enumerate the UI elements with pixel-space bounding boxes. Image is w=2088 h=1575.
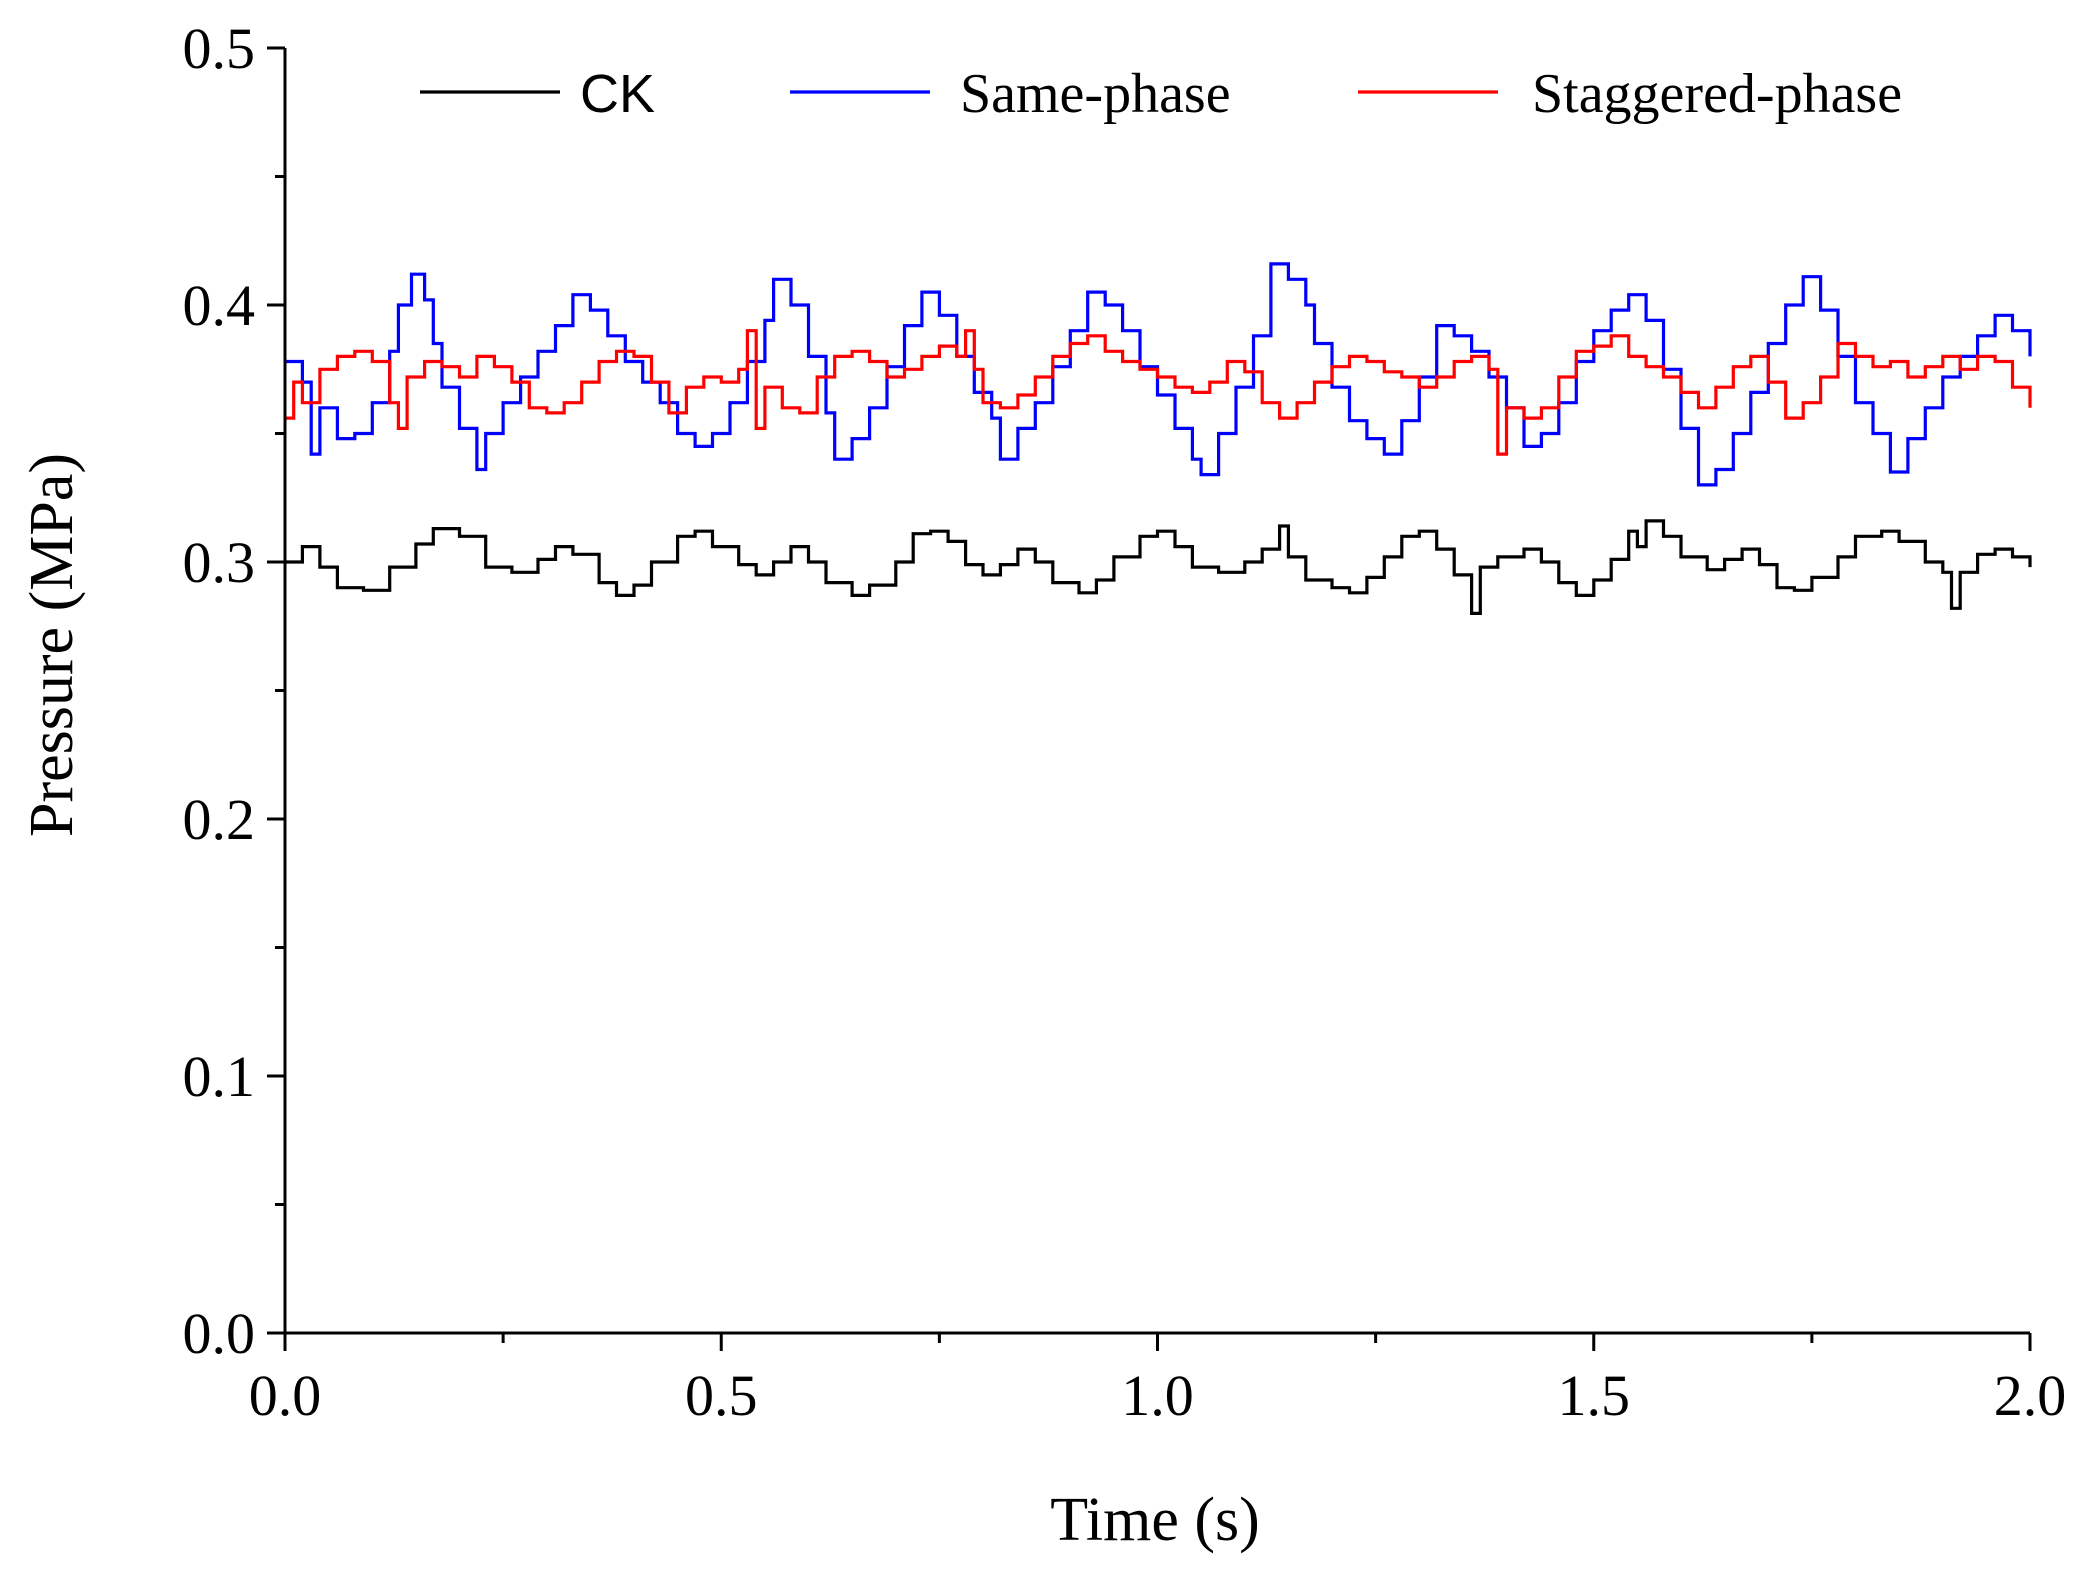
x-tick-label: 0.0 <box>249 1363 322 1428</box>
x-axis-title: Time (s) <box>1050 1486 1260 1554</box>
legend-label-staggered-phase: Staggered-phase <box>1532 63 1902 125</box>
legend: CK Same-phase Staggered-phase <box>420 63 1902 125</box>
legend-label-same-phase: Same-phase <box>960 63 1231 125</box>
x-tick-label: 1.0 <box>1121 1363 1194 1428</box>
y-tick-label: 0.3 <box>183 530 256 595</box>
y-tick-label: 0.5 <box>183 16 256 81</box>
axes-layer: 0.0 0.5 1.0 1.5 2.0 0.0 0.1 0.2 0.3 0.4 0.5 <box>183 16 2067 1428</box>
legend-item-ck: CK <box>420 64 655 124</box>
x-tick-label: 0.5 <box>685 1363 758 1428</box>
legend-label-ck: CK <box>580 64 655 124</box>
x-tick-label: 2.0 <box>1994 1363 2067 1428</box>
y-axis-title: Pressure (MPa) <box>18 453 86 837</box>
legend-item-staggered-phase: Staggered-phase <box>1358 63 1902 125</box>
series-layer <box>285 262 2032 615</box>
y-tick-label: 0.4 <box>183 273 256 338</box>
y-tick-label: 0.1 <box>183 1044 256 1109</box>
x-tick-label: 1.5 <box>1558 1363 1631 1428</box>
y-tick-label: 0.2 <box>183 787 256 852</box>
y-tick-label: 0.0 <box>183 1301 256 1366</box>
legend-item-same-phase: Same-phase <box>790 63 1231 125</box>
series-line-ck <box>285 519 2032 615</box>
series-line-same-phase <box>285 262 2032 487</box>
series-line-staggered-phase <box>285 329 2032 456</box>
